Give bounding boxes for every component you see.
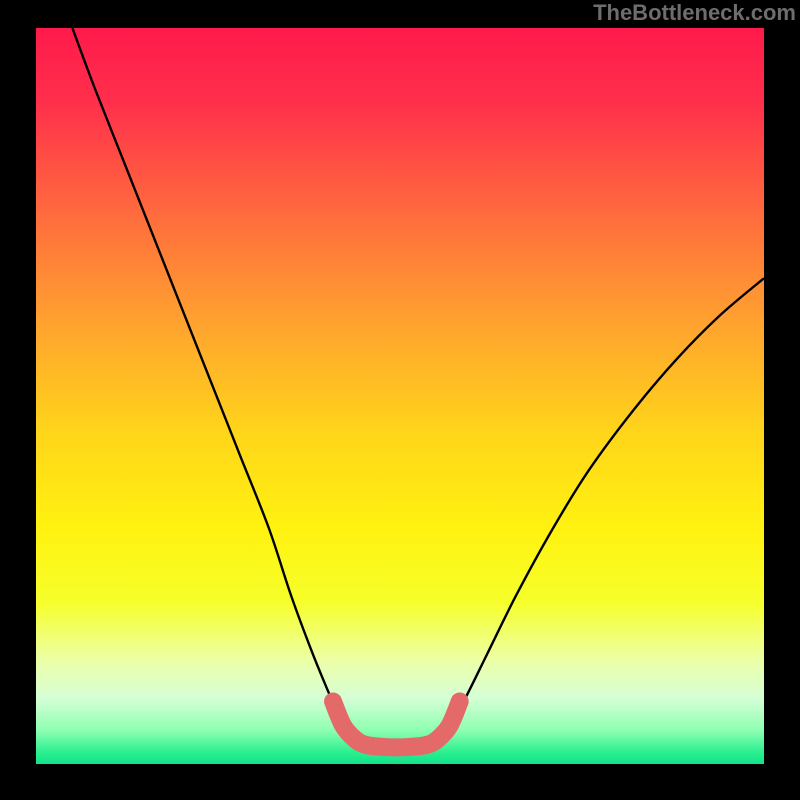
watermark-text: TheBottleneck.com [593,0,796,26]
plot-area [36,28,764,764]
outer-frame: TheBottleneck.com [0,0,800,800]
curves-svg [36,28,764,764]
bottleneck-curve [72,28,764,750]
highlight-band [333,701,460,747]
